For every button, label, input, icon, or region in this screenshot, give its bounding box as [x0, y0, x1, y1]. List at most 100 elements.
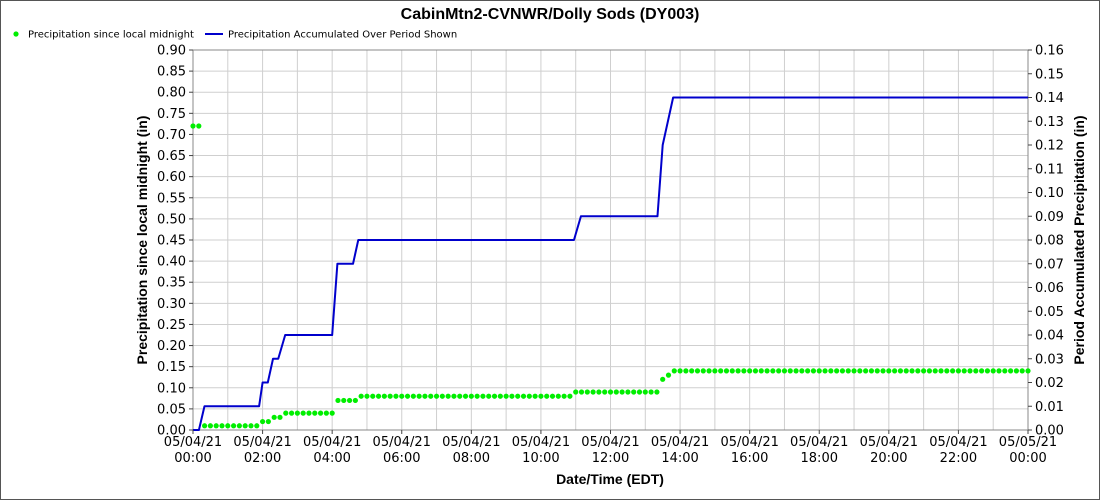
y2-tick-label: 0.14 — [1035, 91, 1064, 106]
precip-data-point — [781, 368, 788, 374]
precip-data-point — [770, 368, 776, 374]
precip-data-point — [352, 397, 358, 404]
series-layer — [190, 96, 1031, 431]
accumulated-precip-line — [193, 96, 1028, 431]
precip-data-point — [561, 393, 567, 399]
precip-data-point — [271, 414, 277, 420]
precip-data-point — [984, 368, 991, 374]
precip-data-point — [694, 368, 701, 374]
legend-label-points: Precipitation since local midnight — [28, 30, 194, 41]
precip-data-point — [555, 393, 561, 399]
precip-data-point — [202, 423, 208, 429]
precip-data-point — [787, 368, 793, 374]
precip-data-point — [654, 389, 660, 395]
precip-data-point — [799, 368, 805, 374]
precip-data-point — [880, 368, 886, 374]
precip-data-point — [457, 393, 463, 399]
precip-data-point — [462, 393, 469, 399]
precip-data-point — [776, 368, 782, 374]
precip-data-point — [219, 423, 225, 429]
y-tick-label: 0.65 — [157, 149, 186, 164]
precip-data-point — [387, 393, 393, 399]
y2-tick-label: 0.01 — [1035, 400, 1064, 415]
y2-tick-label: 0.00 — [1035, 424, 1064, 439]
precip-data-point — [874, 368, 880, 374]
precip-data-point — [283, 410, 289, 416]
x-tick-time-label: 22:00 — [940, 451, 977, 466]
precip-data-point — [393, 393, 399, 399]
precip-data-point — [312, 410, 318, 416]
precip-data-point — [509, 393, 515, 399]
x-tick-time-label: 00:00 — [174, 451, 211, 466]
precip-data-point — [868, 368, 875, 374]
x-tick-time-label: 16:00 — [731, 451, 768, 466]
x-tick-time-label: 00:00 — [1009, 451, 1046, 466]
x-tick-time-label: 10:00 — [522, 451, 559, 466]
y-tick-label: 0.75 — [157, 107, 186, 122]
precip-data-point — [596, 389, 602, 395]
x-tick-date-label: 05/04/21 — [303, 435, 361, 450]
y-tick-label: 0.10 — [157, 381, 186, 396]
y2-tick-label: 0.09 — [1035, 210, 1064, 225]
y2-tick-label: 0.10 — [1035, 186, 1064, 201]
y2-tick-label: 0.16 — [1035, 44, 1064, 59]
precip-data-point — [416, 393, 422, 399]
precip-data-point — [468, 393, 474, 399]
precip-data-point — [886, 368, 892, 374]
precip-data-point — [822, 368, 828, 374]
precip-data-point — [207, 423, 213, 429]
precip-data-point — [497, 393, 503, 399]
precip-data-point — [410, 393, 416, 399]
precip-data-point — [294, 410, 300, 416]
precip-data-point — [950, 368, 956, 374]
precip-data-point — [323, 410, 329, 416]
precip-data-point — [381, 393, 387, 399]
precip-data-point — [404, 393, 411, 399]
chart-title: CabinMtn2-CVNWR/Dolly Sods (DY003) — [401, 6, 700, 23]
precip-data-point — [364, 393, 370, 399]
precip-data-point — [265, 418, 271, 425]
y2-tick-label: 0.11 — [1035, 162, 1064, 177]
y-tick-label: 0.05 — [157, 402, 186, 417]
precip-data-point — [735, 368, 741, 374]
precip-data-point — [1002, 368, 1008, 374]
x-tick-time-label: 14:00 — [661, 451, 698, 466]
legend-marker-points — [13, 31, 19, 37]
precip-data-point — [990, 368, 996, 374]
precip-data-point — [225, 423, 231, 429]
y2-tick-label: 0.07 — [1035, 257, 1064, 272]
x-tick-time-label: 02:00 — [244, 451, 281, 466]
precip-data-point — [341, 397, 347, 404]
precip-data-point — [196, 123, 202, 129]
precip-data-point — [439, 393, 445, 399]
precip-data-point — [236, 423, 242, 429]
precip-data-point — [631, 389, 637, 395]
precip-data-point — [839, 368, 846, 374]
y-tick-label: 0.00 — [157, 424, 186, 439]
precip-data-point — [677, 368, 683, 374]
y2-tick-label: 0.02 — [1035, 376, 1064, 391]
precip-data-point — [938, 368, 944, 374]
precip-data-point — [996, 368, 1002, 374]
precip-data-point — [515, 393, 521, 399]
y-tick-label: 0.40 — [157, 255, 186, 270]
precip-data-point — [532, 393, 538, 399]
y-tick-label: 0.50 — [157, 212, 186, 227]
y-tick-label: 0.80 — [157, 86, 186, 101]
legend-label-line: Precipitation Accumulated Over Period Sh… — [228, 30, 457, 41]
precip-data-point — [892, 368, 898, 374]
precip-data-point — [729, 368, 735, 374]
precip-data-point — [973, 368, 979, 374]
precip-data-point — [903, 368, 909, 374]
precip-data-point — [306, 410, 312, 416]
precip-data-point — [248, 423, 254, 429]
precip-data-point — [619, 389, 625, 395]
precip-data-point — [346, 397, 353, 404]
precip-data-point — [300, 410, 306, 416]
precip-data-point — [955, 368, 962, 374]
y2-tick-label: 0.05 — [1035, 305, 1064, 320]
x-tick-date-label: 05/04/21 — [720, 435, 778, 450]
precip-data-point — [718, 368, 724, 374]
precip-data-point — [683, 368, 689, 374]
